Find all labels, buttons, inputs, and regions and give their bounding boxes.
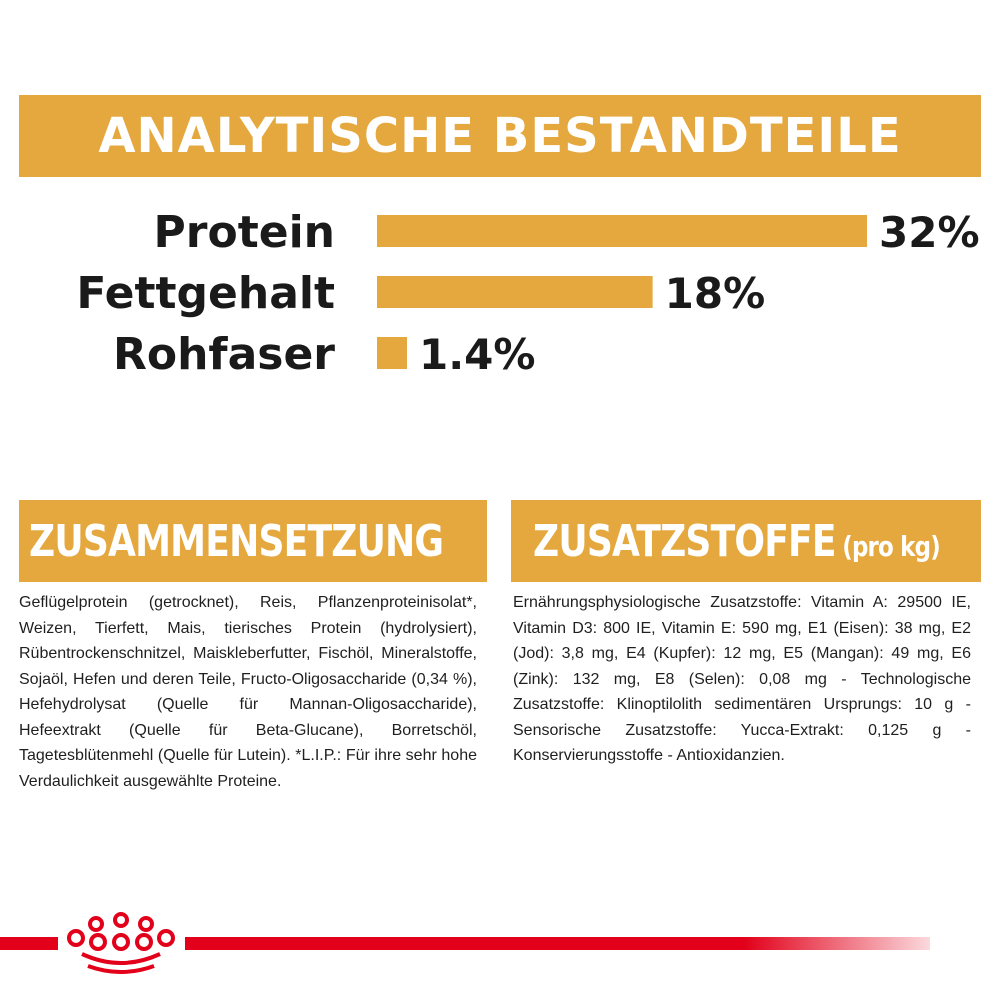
bar: [377, 337, 407, 369]
footer-line-left: [0, 937, 58, 950]
bar: [377, 276, 653, 308]
category-label: Protein: [154, 207, 335, 258]
composition-title: ZUSAMMENSETZUNG: [29, 515, 444, 567]
additives-text: Ernährungsphysiologische Zusatzstoffe: V…: [513, 594, 971, 764]
bar: [377, 215, 867, 247]
composition-header: ZUSAMMENSETZUNG: [19, 500, 487, 582]
additives-title-suffix: (pro kg): [842, 529, 940, 563]
banner-title: ANALYTISCHE BESTANDTEILE: [98, 108, 902, 164]
category-label: Rohfaser: [113, 329, 335, 380]
crown-icon: [67, 912, 175, 974]
value-label: 18%: [665, 269, 766, 318]
value-label: 32%: [879, 208, 980, 257]
additives-title: ZUSATZSTOFFE: [533, 515, 837, 567]
additives-header: ZUSATZSTOFFE (pro kg): [511, 500, 981, 582]
composition-text: Geflügelprotein (getrocknet), Reis, Pfla…: [19, 594, 477, 790]
value-label: 1.4%: [419, 330, 535, 379]
nutrient-bar-chart: Protein 32% Fettgehalt 18% Rohfaser 1.4%: [76, 207, 980, 380]
header-banner: ANALYTISCHE BESTANDTEILE: [19, 95, 981, 177]
footer-line-right: [185, 937, 930, 950]
category-label: Fettgehalt: [76, 268, 335, 319]
additives-title-wrap: ZUSATZSTOFFE (pro kg): [533, 515, 941, 567]
